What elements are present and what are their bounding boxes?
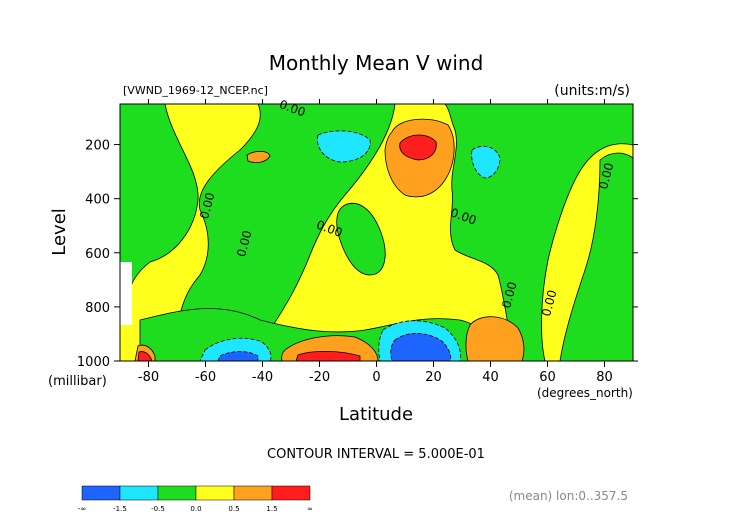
missing-data-area: [120, 262, 132, 325]
y-tick-label: 200: [85, 139, 110, 154]
region-green-left-column: [120, 104, 199, 291]
dataset-label: [VWND_1969-12_NCEP.nc]: [123, 84, 268, 97]
x-tick-label: -20: [309, 370, 330, 385]
region-green-center-tongue: [336, 202, 386, 276]
region-red-1: [399, 134, 437, 161]
x-tick-label: -60: [195, 370, 216, 385]
region-green-right-column: [559, 152, 633, 361]
plot-area: [120, 104, 633, 361]
footer-text: (mean) lon:0..357.5: [509, 489, 628, 503]
blue-regions: [217, 333, 452, 361]
contour-label: 0.00: [197, 191, 217, 220]
chart-title: Monthly Mean V wind: [269, 51, 484, 75]
region-red-2: [295, 350, 361, 361]
region-red-3: [137, 351, 153, 361]
x-tick-label: 20: [425, 370, 442, 385]
colorbar-swatch: [233, 485, 273, 501]
colorbar-label: -0.5: [151, 505, 165, 513]
colorbar-label: 1.5: [266, 505, 277, 513]
contour-label: 0.00: [596, 161, 616, 190]
red-regions: [137, 134, 437, 361]
region-blue-1: [390, 333, 452, 361]
y-axis: 1000 800 600 400 200: [77, 139, 638, 370]
colorbar-label: 0.0: [190, 505, 201, 513]
x-axis-units: (degrees_north): [537, 386, 633, 400]
colorbar-swatch: [195, 485, 235, 501]
x-tick-label: 40: [482, 370, 499, 385]
x-tick-label: 60: [539, 370, 556, 385]
region-cyan-2: [471, 145, 501, 179]
x-tick-label: 0: [372, 370, 380, 385]
colorbar-swatch: [271, 485, 311, 501]
colorbar-label: -∞: [78, 505, 86, 513]
y-tick-label: 400: [85, 193, 110, 208]
y-tick-label: 1000: [77, 355, 110, 370]
contour-labels: 0.000.000.000.000.000.00 0.000.00: [197, 97, 616, 318]
contour-label: 0.00: [539, 288, 559, 317]
colorbar-swatch: [157, 485, 197, 501]
units-label: (units:m/s): [554, 83, 630, 99]
y-tick-label: 600: [85, 247, 110, 262]
contour-interval: CONTOUR INTERVAL = 5.000E-01: [267, 447, 485, 462]
region-orange-2: [246, 150, 271, 163]
colorbar-swatch: [81, 485, 121, 501]
colorbar-swatch: [119, 485, 159, 501]
colorbar-label: ∞: [307, 505, 313, 513]
region-cyan-1: [317, 130, 371, 163]
region-blue-2: [217, 351, 259, 361]
contour-label: 0.00: [499, 280, 519, 309]
colorbar-label: 0.5: [228, 505, 239, 513]
y-axis-label: Level: [49, 208, 70, 256]
x-axis-label: Latitude: [339, 404, 413, 425]
x-tick-label: -40: [252, 370, 273, 385]
y-axis-units: (millibar): [48, 374, 107, 389]
x-tick-label: -80: [138, 370, 159, 385]
region-orange-4: [465, 316, 525, 361]
y-tick-label: 800: [85, 301, 110, 316]
x-axis: -80 -60 -40 -20 0 20 40 60 80: [138, 99, 613, 385]
colorbar-label: -1.5: [113, 505, 127, 513]
colorbar: -∞ -1.5 -0.5 0.0 0.5 1.5 ∞: [78, 485, 313, 513]
contour-label: 0.00: [234, 229, 254, 258]
x-tick-label: 80: [596, 370, 613, 385]
